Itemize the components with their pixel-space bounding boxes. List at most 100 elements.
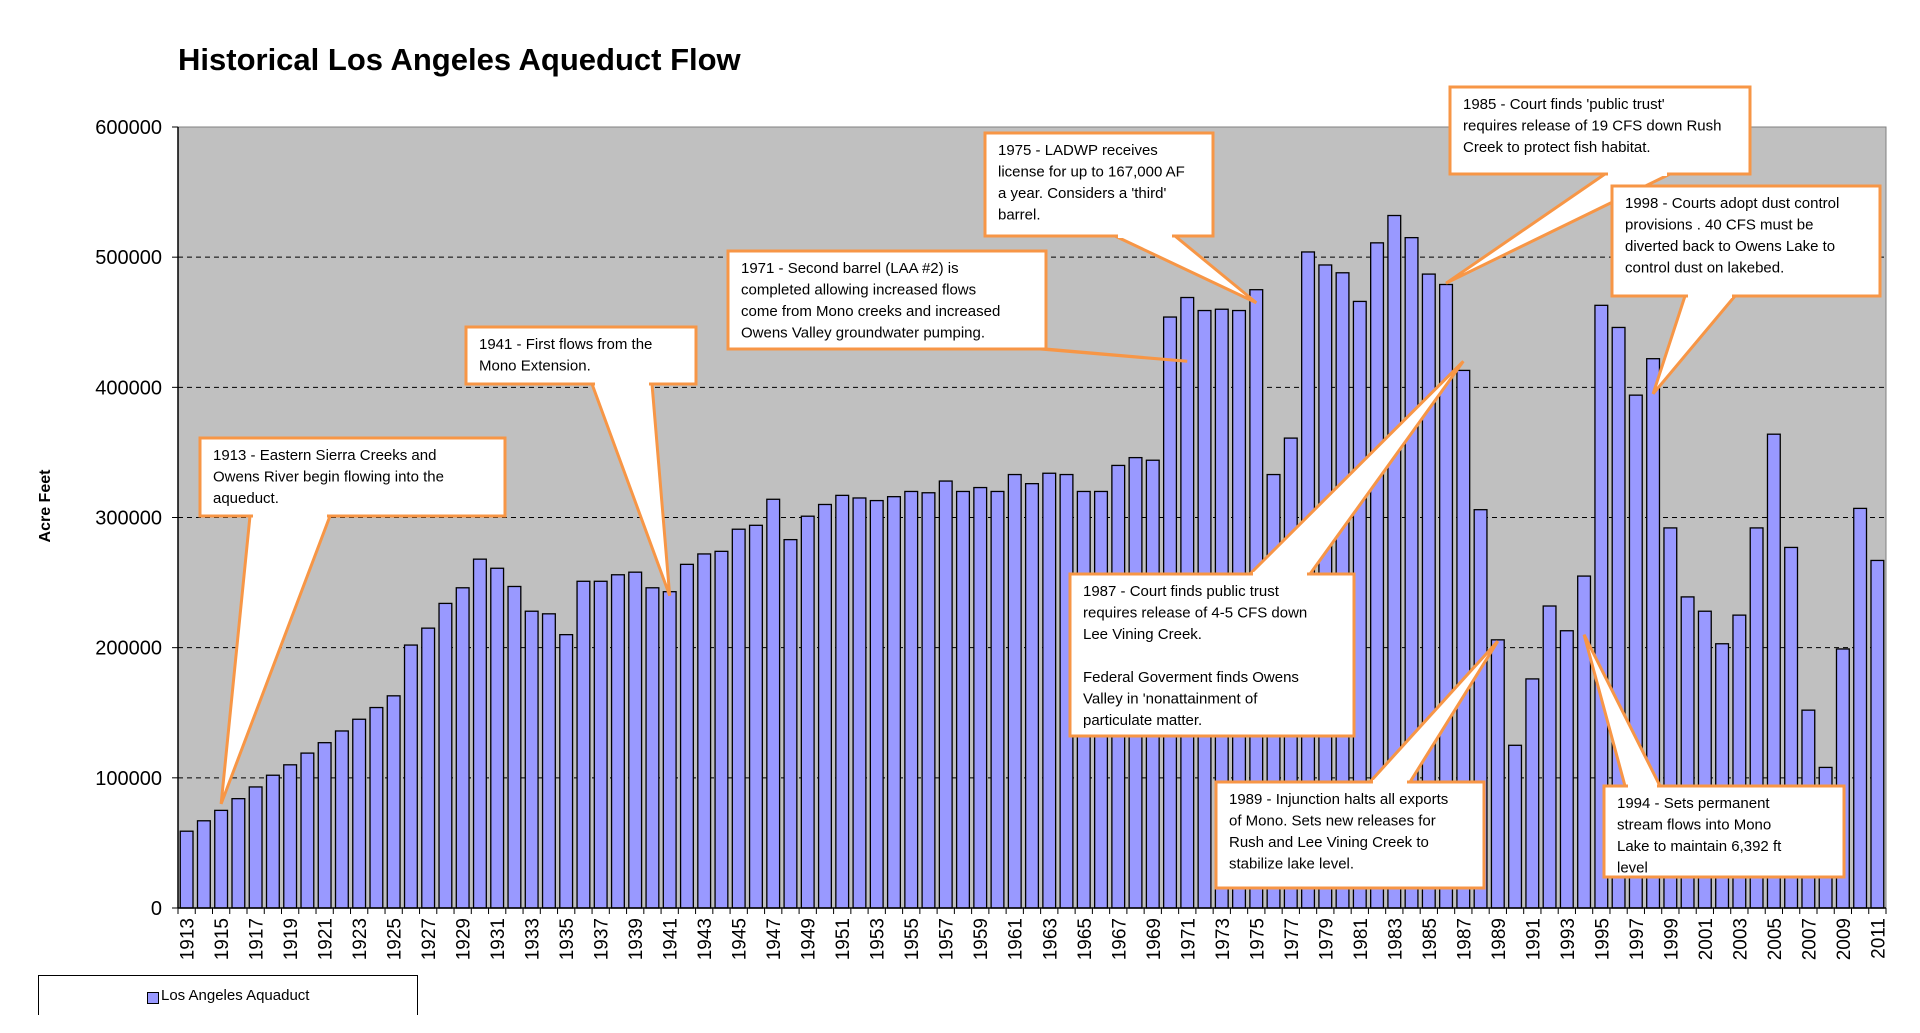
- x-tick-label: 1923: [350, 918, 371, 960]
- bar: [869, 499, 884, 909]
- x-tick-label: 1991: [1523, 918, 1544, 960]
- bar: [179, 830, 194, 909]
- callout-text: 1985 - Court finds 'public trust': [1463, 96, 1665, 113]
- x-tick-label: 1919: [281, 918, 302, 960]
- callout-text: stream flows into Mono: [1617, 817, 1771, 834]
- x-tick-label: 1993: [1558, 918, 1579, 960]
- bar: [835, 494, 850, 909]
- bar: [921, 492, 936, 909]
- callout-box: [1610, 184, 1882, 298]
- callout-text: Lake to maintain 6,392 ft: [1617, 838, 1782, 855]
- y-tick-label: 600000: [95, 117, 162, 139]
- bar: [731, 528, 746, 909]
- bar: [955, 490, 971, 909]
- callout-box: [1448, 85, 1752, 176]
- bar: [938, 480, 953, 909]
- callout-text: provisions . 40 CFS must be: [1625, 217, 1813, 234]
- callout-box: [464, 325, 698, 386]
- annotation-callout: 1998 - Courts adopt dust control provisio…: [1610, 184, 1882, 395]
- bar: [265, 774, 280, 909]
- x-tick-label: 1965: [1075, 918, 1096, 960]
- x-tick-label: 1939: [626, 918, 647, 960]
- callout-text: 1941 - First flows from the: [479, 336, 652, 353]
- bar: [472, 558, 487, 909]
- bar: [1490, 639, 1505, 909]
- callout-text: a year. Considers a 'third': [998, 185, 1166, 202]
- callout-box: [1602, 784, 1846, 879]
- callout-text: of Mono. Sets new releases for: [1229, 813, 1436, 830]
- callout-text: 1989 - Injunction halts all exports: [1229, 791, 1448, 808]
- bar: [283, 764, 298, 909]
- bar: [1853, 507, 1868, 909]
- bar: [783, 538, 798, 909]
- callout-text: 1971 - Second barrel (LAA #2) is: [741, 260, 959, 277]
- callout-text: Owens River begin flowing into the: [213, 469, 444, 486]
- callout-text: Federal Goverment finds Owens: [1083, 669, 1299, 686]
- callout-box: [1068, 572, 1356, 738]
- bar: [628, 571, 643, 909]
- annotation-callout: 1975 - LADWP receives license for up to 1…: [983, 131, 1258, 305]
- callout-text: level: [1617, 860, 1648, 877]
- x-tick-labels: 1913 1915 1917 1919 1921 1923 1925 1927 1929 1931…: [178, 918, 1890, 960]
- x-tick-label: 1917: [247, 918, 268, 960]
- bar: [1559, 630, 1574, 909]
- y-tick-labels: 0 100000 200000 300000 400000 500000 600000: [95, 117, 162, 920]
- x-tick-label: 1985: [1420, 918, 1441, 960]
- x-tick-label: 1929: [454, 918, 475, 960]
- x-tick-label: 1967: [1109, 918, 1130, 960]
- bar: [352, 718, 367, 909]
- y-tick-label: 0: [151, 898, 162, 920]
- legend: Los Angeles Aquaduct: [38, 975, 418, 1015]
- x-tick-label: 1945: [730, 918, 751, 960]
- callout-text: requires release of 4-5 CFS down: [1083, 605, 1307, 622]
- x-tick-label: 1963: [1040, 918, 1061, 960]
- x-tick-label: 1927: [419, 918, 440, 960]
- x-tick-label: 1961: [1006, 918, 1027, 960]
- x-tick-label: 1953: [868, 918, 889, 960]
- x-tick-label: 1983: [1385, 918, 1406, 960]
- x-tick-label: 1913: [178, 918, 199, 960]
- bar: [852, 497, 867, 909]
- x-tick-label: 2007: [1799, 918, 1820, 960]
- bar: [231, 798, 246, 909]
- bar: [559, 634, 574, 909]
- x-tick-label: 1947: [764, 918, 785, 960]
- callout-text: Creek to protect fish habitat.: [1463, 139, 1651, 156]
- x-tick-label: 1975: [1247, 918, 1268, 960]
- x-tick-label: 1931: [488, 918, 509, 960]
- x-tick-label: 1989: [1489, 918, 1510, 960]
- y-tick-label: 300000: [95, 508, 162, 530]
- bar: [697, 553, 712, 909]
- x-tick-label: 2001: [1696, 918, 1717, 960]
- x-tick-label: 1987: [1454, 918, 1475, 960]
- x-tick-label: 1935: [557, 918, 578, 960]
- bar: [490, 567, 505, 909]
- annotation-callout: 1971 - Second barrel (LAA #2) is complete…: [726, 249, 1188, 363]
- bar: [196, 820, 211, 909]
- x-tick-label: 1999: [1661, 918, 1682, 960]
- bar: [679, 563, 694, 909]
- bar: [662, 591, 677, 909]
- callout-text: 1975 - LADWP receives: [998, 142, 1158, 159]
- bar: [817, 503, 833, 909]
- callout-text: barrel.: [998, 207, 1041, 224]
- legend-label: Los Angeles Aquaduct: [161, 987, 310, 1004]
- bar: [386, 695, 401, 909]
- x-tick-label: 1997: [1627, 918, 1648, 960]
- bar: [1024, 483, 1040, 909]
- x-tick-label: 1979: [1316, 918, 1337, 960]
- bar: [714, 550, 729, 909]
- bar: [576, 580, 591, 909]
- callout-text: Mono Extension.: [479, 358, 591, 375]
- bar: [1508, 744, 1523, 909]
- bar: [645, 587, 660, 909]
- callout-text: requires release of 19 CFS down Rush: [1463, 118, 1721, 135]
- callout-text: come from Mono creeks and increased: [741, 303, 1000, 320]
- callout-text: 1913 - Eastern Sierra Creeks and: [213, 447, 436, 464]
- bar: [248, 786, 263, 909]
- annotation-callout: 1913 - Eastern Sierra Creeks and Owens Ri…: [198, 436, 507, 805]
- callout-text: Owens Valley groundwater pumping.: [741, 325, 985, 342]
- x-tick-label: 1973: [1213, 918, 1234, 960]
- bar: [214, 809, 229, 909]
- callout-text: 1998 - Courts adopt dust control: [1625, 195, 1839, 212]
